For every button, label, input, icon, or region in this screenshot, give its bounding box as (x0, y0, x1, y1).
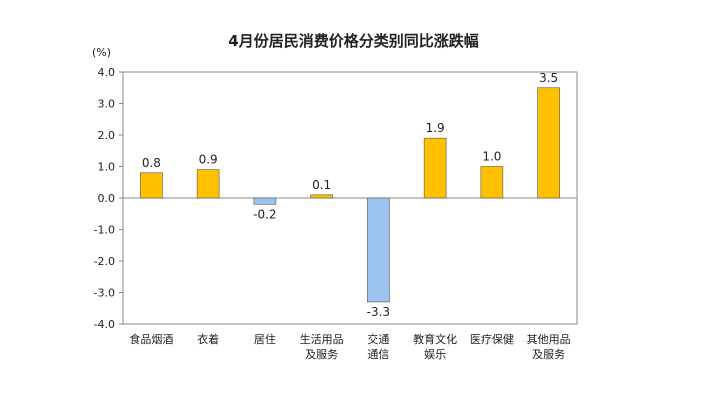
y-tick-label: 2.0 (98, 129, 116, 142)
data-label: 0.8 (142, 156, 161, 170)
bar (253, 197, 277, 205)
x-tick-label: 医疗保健 (470, 332, 514, 346)
bar (367, 197, 390, 303)
x-tick-label: 娱乐 (424, 347, 446, 361)
x-tick-label: 居住 (254, 332, 276, 346)
data-label: 3.5 (539, 71, 558, 85)
bar (423, 137, 447, 199)
y-tick-label: -3.0 (94, 287, 115, 300)
y-tick-label: -1.0 (94, 224, 115, 237)
x-tick-label: 及服务 (305, 348, 338, 361)
y-tick-label: 0.0 (98, 192, 116, 205)
bar (537, 87, 560, 199)
y-axis-unit: (%) (92, 46, 112, 59)
data-label: 1.9 (426, 121, 445, 135)
data-label: 1.0 (482, 150, 501, 164)
chart-title: 4月份居民消费价格分类别同比涨跌幅 (228, 32, 479, 50)
bar (196, 169, 220, 199)
x-tick-label: 其他用品 (527, 333, 571, 346)
bar (480, 166, 504, 199)
y-tick-label: 3.0 (98, 98, 116, 111)
x-tick-label: 衣着 (197, 332, 219, 346)
y-tick-label: -2.0 (94, 255, 115, 268)
data-label: -3.3 (367, 305, 390, 319)
x-tick-label: 通信 (367, 348, 389, 361)
bar (310, 194, 333, 199)
x-tick-label: 及服务 (532, 348, 565, 361)
x-tick-label: 教育文化 (413, 332, 457, 346)
data-label: 0.1 (312, 178, 331, 192)
y-tick-label: 4.0 (98, 66, 116, 79)
x-tick-label: 食品烟酒 (129, 332, 173, 346)
y-tick-label: -4.0 (94, 318, 115, 331)
y-tick-label: 1.0 (98, 161, 116, 174)
data-label: 0.9 (199, 153, 218, 167)
bar (140, 172, 163, 199)
x-tick-label: 交通 (367, 332, 389, 346)
data-label: -0.2 (253, 207, 276, 221)
x-tick-label: 生活用品 (300, 332, 344, 346)
